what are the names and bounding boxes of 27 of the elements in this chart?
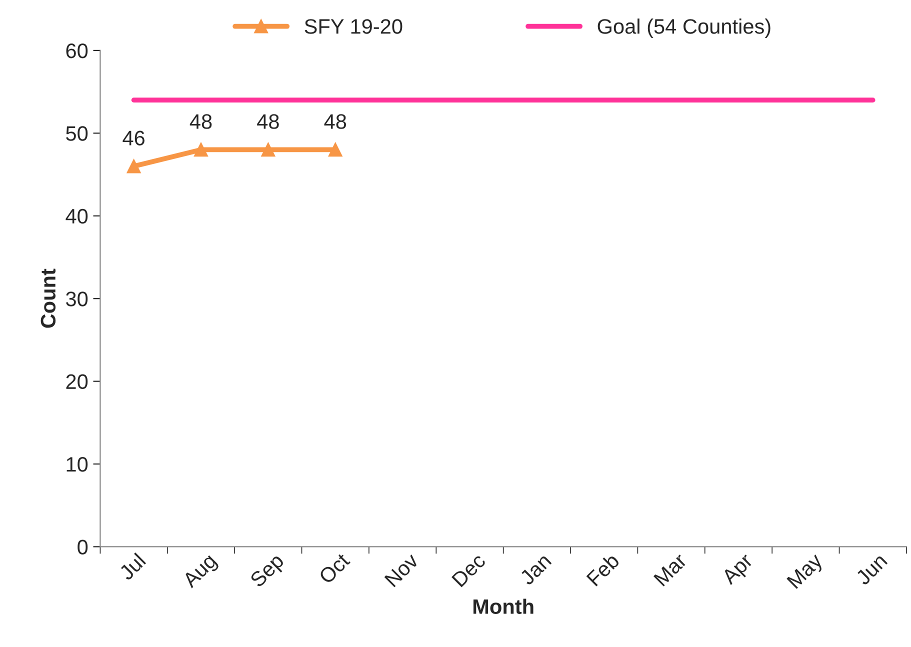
x-tick-label: Jul — [118, 552, 146, 581]
legend-label: Goal (54 Counties) — [598, 18, 770, 38]
data-label: 48 — [190, 114, 212, 129]
legend-label: SFY 19-20 — [304, 19, 402, 34]
y-tick-label: 10 — [66, 457, 88, 472]
x-tick-label: Jan — [518, 553, 552, 586]
x-tick-label: Mar — [653, 552, 688, 587]
y-tick-label: 60 — [66, 43, 88, 58]
data-label: 46 — [122, 130, 144, 146]
x-tick-label: Aug — [182, 553, 220, 592]
x-axis-title: Month — [473, 598, 534, 614]
y-tick-label: 0 — [78, 540, 88, 554]
data-label: 48 — [324, 114, 346, 129]
data-label: 48 — [257, 114, 279, 129]
y-tick-label: 20 — [66, 374, 88, 390]
x-tick-label: Feb — [586, 552, 620, 587]
y-tick-label: 40 — [66, 208, 88, 224]
x-tick-label: Jun — [854, 553, 888, 586]
y-tick-label: 30 — [66, 292, 88, 306]
x-tick-label: Apr — [720, 552, 757, 588]
x-tick-label: Dec — [452, 552, 486, 588]
x-tick-label: May — [786, 552, 826, 592]
x-tick-label: Nov — [384, 552, 420, 588]
x-tick-label: Oct — [318, 552, 351, 585]
x-tick-label: Sep — [249, 552, 288, 591]
y-tick-label: 50 — [66, 126, 88, 141]
y-axis-title: Count — [40, 268, 56, 328]
